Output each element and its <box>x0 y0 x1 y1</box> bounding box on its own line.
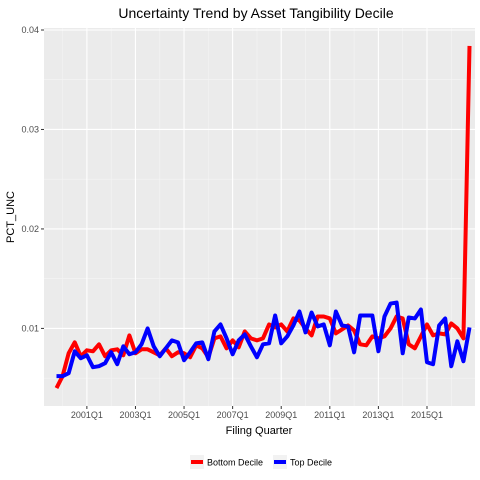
y-tick-label: 0.01 <box>21 323 39 333</box>
y-axis: 0.01 0.02 0.03 0.04 <box>21 25 44 333</box>
legend-label-top-decile: Top Decile <box>290 458 332 468</box>
x-tick-label: 2007Q1 <box>217 410 249 420</box>
chart-title: Uncertainty Trend by Asset Tangibility D… <box>118 5 393 21</box>
x-tick-label: 2003Q1 <box>119 410 151 420</box>
y-axis-label: PCT_UNC <box>5 191 17 243</box>
x-tick-label: 2013Q1 <box>362 410 394 420</box>
x-tick-label: 2015Q1 <box>411 410 443 420</box>
legend: Bottom Decile Top Decile <box>190 455 332 469</box>
major-gridlines <box>44 28 475 406</box>
series-lines <box>54 45 472 389</box>
x-tick-label: 2005Q1 <box>168 410 200 420</box>
x-tick-label: 2001Q1 <box>71 410 103 420</box>
y-tick-label: 0.04 <box>21 25 39 35</box>
x-tick-label: 2009Q1 <box>265 410 297 420</box>
x-tick-label: 2011Q1 <box>314 410 345 420</box>
series-line-top-decile <box>56 300 472 379</box>
x-axis-label: Filing Quarter <box>226 425 293 437</box>
y-tick-label: 0.03 <box>21 124 39 134</box>
legend-label-bottom-decile: Bottom Decile <box>207 458 263 468</box>
y-tick-label: 0.02 <box>21 224 39 234</box>
x-axis: 2001Q1 2003Q1 2005Q1 2007Q1 2009Q1 2011Q1 2013… <box>71 406 443 420</box>
